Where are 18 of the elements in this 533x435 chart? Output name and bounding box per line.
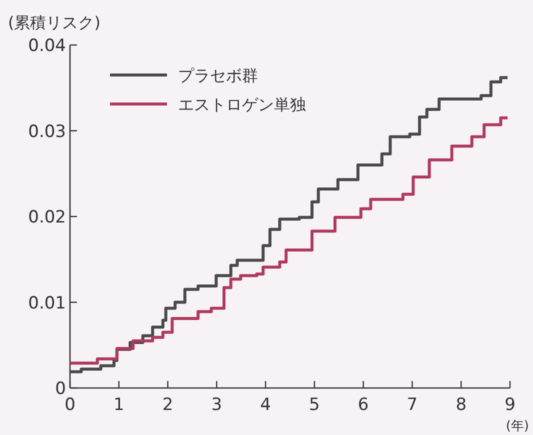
x-tick-label: 6	[358, 395, 369, 415]
y-tick-label: 0	[55, 379, 66, 399]
x-tick-label: 3	[211, 395, 222, 415]
legend-label: エストロゲン単独	[178, 95, 306, 114]
y-tick-label: 0.04	[28, 36, 66, 56]
x-tick-label: 5	[309, 395, 320, 415]
x-tick-label: 2	[162, 395, 174, 415]
y-tick-label: 0.01	[28, 293, 66, 314]
x-tick-label: 8	[456, 395, 467, 415]
x-tick-label: 4	[260, 395, 271, 415]
legend-label: プラセボ群	[178, 66, 258, 85]
x-tick-label: 7	[406, 395, 418, 415]
x-tick-label: 9	[504, 395, 516, 415]
y-axis-title: (累積リスク)	[8, 13, 100, 32]
x-tick-label: 1	[113, 395, 124, 415]
x-axis-title: (年)	[506, 419, 529, 434]
y-tick-label: 0.02	[28, 208, 66, 228]
y-tick-label: 0.03	[28, 122, 66, 142]
